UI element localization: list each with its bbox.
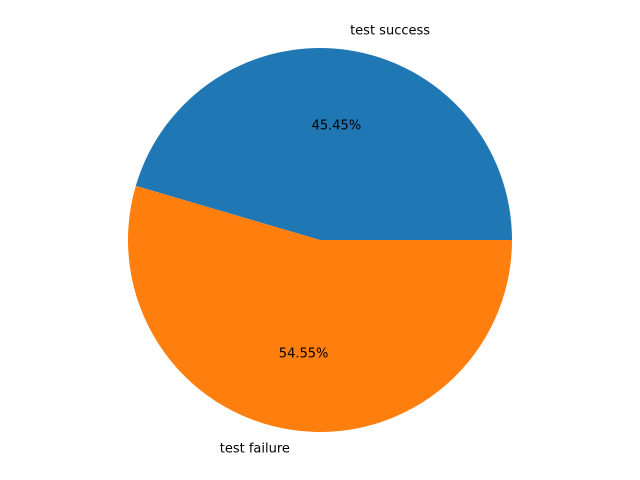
- pie-slices: [128, 47, 513, 432]
- pie-category-label: test success: [350, 23, 430, 38]
- pie-slice-test-success: [135, 47, 513, 241]
- pie-labels: 45.45% test success 54.55% test failure: [220, 23, 431, 456]
- pie-category-label: test failure: [220, 442, 290, 457]
- pie-slice-test-failure: [128, 185, 513, 432]
- pie-pct-label: 54.55%: [279, 347, 329, 362]
- pie-pct-label: 45.45%: [312, 118, 362, 133]
